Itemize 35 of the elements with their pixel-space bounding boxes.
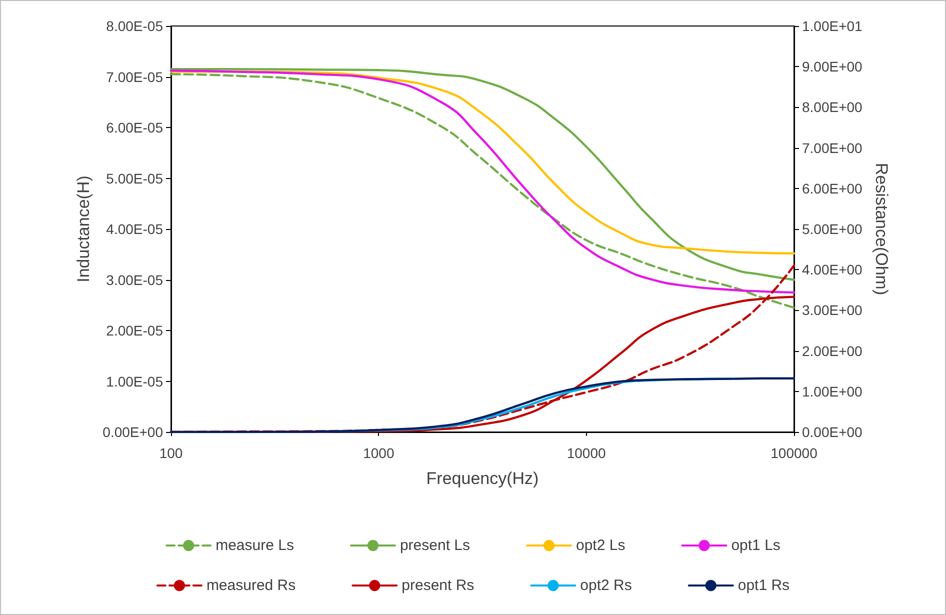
y2-tick-label: 9.00E+00 [802, 58, 863, 75]
y2-tick-label: 3.00E+00 [802, 302, 863, 318]
y2-tick-label: 1.00E+01 [802, 18, 863, 34]
x-tick-label: 100 [159, 445, 183, 461]
legend-label: opt1 Ls [731, 537, 780, 554]
legend-label: present Rs [402, 577, 474, 594]
y2-tick-label: 7.00E+00 [802, 140, 863, 156]
x-tick-label: 1000 [363, 445, 394, 461]
y-tick-label: 3.00E-05 [106, 272, 164, 288]
y-tick-label: 6.00E-05 [106, 120, 164, 136]
legend-label: measure Ls [216, 537, 294, 554]
y-tick-label: 7.00E-05 [106, 68, 164, 85]
y-tick-label: 0.00E+00 [102, 424, 164, 440]
y2-tick-label: 8.00E+00 [802, 99, 863, 116]
y-tick-label: 2.00E-05 [106, 322, 164, 338]
y-tick-label: 8.00E-05 [106, 18, 164, 34]
legend-label: measured Rs [206, 577, 296, 594]
legend-label: opt1 Rs [738, 577, 790, 594]
x-tick-label: 100000 [770, 445, 818, 461]
y2-tick-label: 1.00E+00 [802, 383, 863, 400]
x-axis-title: Frequency(Hz) [426, 469, 539, 488]
legend-label: opt2 Ls [576, 537, 626, 554]
y-tick-label: 4.00E-05 [106, 221, 164, 237]
legend-label: present Ls [400, 537, 470, 554]
y2-tick-label: 2.00E+00 [802, 342, 863, 359]
y2-axis-title: Resistance(Ohm) [872, 162, 892, 296]
y2-tick-label: 0.00E+00 [802, 424, 863, 440]
y-tick-label: 1.00E-05 [106, 373, 164, 390]
y2-tick-label: 4.00E+00 [802, 262, 863, 278]
y2-tick-label: 5.00E+00 [802, 221, 863, 237]
legend-label: opt2 Rs [580, 577, 632, 594]
y-tick-label: 5.00E-05 [106, 170, 164, 186]
y2-tick-label: 6.00E+00 [802, 180, 863, 196]
y-axis-title: Inductance(H) [74, 176, 93, 282]
x-tick-label: 10000 [566, 445, 606, 461]
